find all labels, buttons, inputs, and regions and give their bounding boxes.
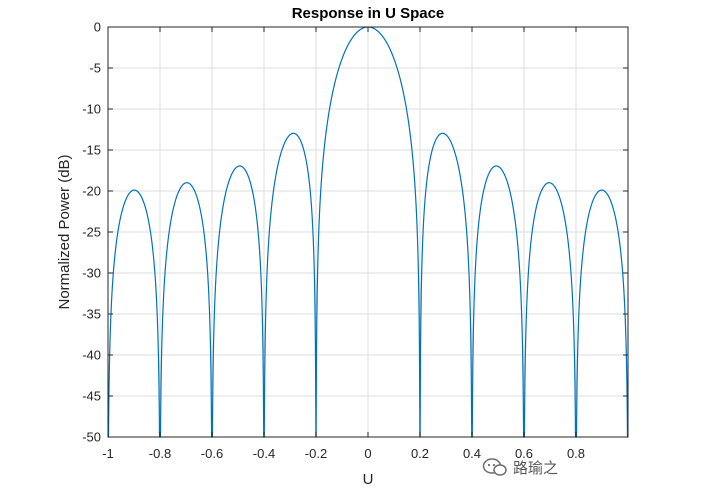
y-tick-label: -40 <box>82 348 101 363</box>
x-tick-label: -0.2 <box>305 446 327 461</box>
watermark: 路瑜之 <box>482 455 558 479</box>
chat-bubble-icon <box>482 458 507 476</box>
y-tick-label: -50 <box>82 430 101 445</box>
x-tick-label: 0.2 <box>411 446 429 461</box>
x-axis: -1 -0.8 -0.6 -0.4 -0.2 0 0.2 0.4 0.6 0.8 <box>102 27 585 461</box>
x-axis-label: U <box>363 471 374 488</box>
y-tick-label: -20 <box>82 184 101 199</box>
y-tick-label: -15 <box>82 143 101 158</box>
y-axis-label: Normalized Power (dB) <box>56 154 73 309</box>
y-tick-label: -25 <box>82 225 101 240</box>
y-tick-label: -35 <box>82 307 101 322</box>
y-tick-label: 0 <box>94 20 101 35</box>
y-tick-label: -10 <box>82 102 101 117</box>
y-tick-label: -5 <box>89 61 101 76</box>
x-tick-label: 0 <box>364 446 371 461</box>
x-tick-label: -0.6 <box>201 446 223 461</box>
x-tick-label: 0.8 <box>567 446 585 461</box>
x-tick-label: 0.6 <box>515 446 533 461</box>
x-tick-label: -1 <box>102 446 114 461</box>
x-tick-label: -0.8 <box>149 446 171 461</box>
y-axis: 0 -5 -10 -15 -20 -25 -30 -35 -40 -45 -50 <box>82 20 628 445</box>
x-tick-label: 0.4 <box>463 446 481 461</box>
watermark-text: 路瑜之 <box>513 458 559 477</box>
chart-title: Response in U Space <box>292 5 445 22</box>
y-tick-label: -45 <box>82 389 101 404</box>
x-tick-label: -0.4 <box>253 446 275 461</box>
y-tick-label: -30 <box>82 266 101 281</box>
